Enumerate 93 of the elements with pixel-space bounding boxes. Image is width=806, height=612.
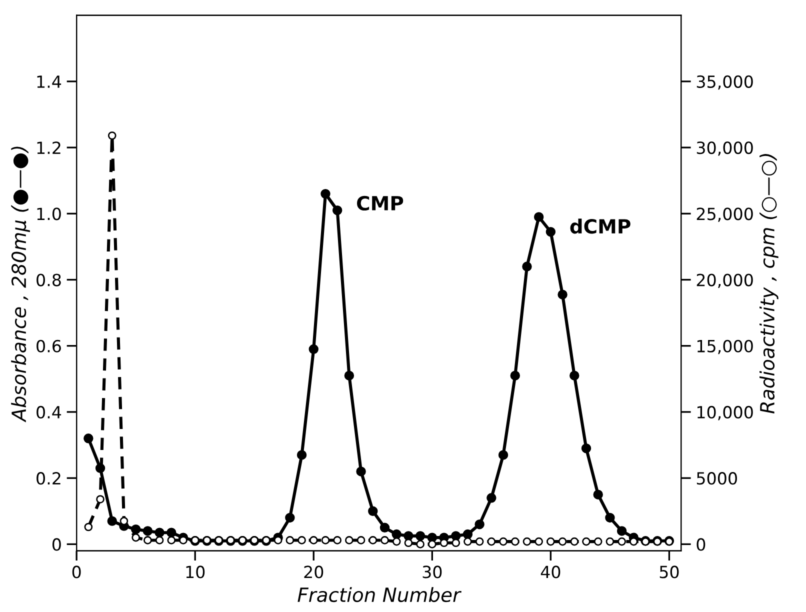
point <box>618 537 626 546</box>
y-tick-label: 0.6 <box>36 340 61 352</box>
point <box>416 540 424 548</box>
point <box>498 450 508 460</box>
y-tick-label: 0.4 <box>36 406 62 419</box>
point <box>593 490 603 500</box>
point <box>475 537 484 546</box>
point <box>558 290 568 300</box>
y-tick-label: 0 <box>52 538 61 551</box>
y2-axis-title: Radioactivity , cpm (○—○) <box>760 154 778 414</box>
y2-tick-label: 5000 <box>696 472 737 485</box>
y2-tick-label: 15,000 <box>697 340 753 354</box>
point <box>368 536 378 544</box>
point <box>345 536 354 544</box>
point <box>464 537 472 546</box>
point <box>522 537 532 546</box>
point <box>452 538 460 548</box>
point <box>499 537 508 546</box>
point <box>510 370 520 380</box>
y2-tick-label: 35,000 <box>696 75 753 90</box>
point <box>142 526 153 536</box>
point <box>474 519 484 530</box>
point <box>487 537 496 546</box>
annotation: dCMP <box>570 218 630 234</box>
annotation: CMP <box>357 196 404 211</box>
y2-tick-label: 25,000 <box>696 208 753 222</box>
point <box>166 528 176 538</box>
point <box>462 529 473 540</box>
point <box>392 529 402 540</box>
point <box>392 537 401 546</box>
y-tick-label: 1.4 <box>37 76 62 88</box>
point <box>510 537 520 546</box>
x-tick-label: 10 <box>186 566 205 578</box>
point <box>546 226 556 237</box>
y-tick-label: 1.2 <box>37 141 60 154</box>
point <box>486 493 496 503</box>
x-axis-title: Fraction Number <box>298 587 462 602</box>
point <box>132 533 140 542</box>
point <box>298 536 306 544</box>
point <box>415 531 426 541</box>
point <box>356 466 366 476</box>
point <box>581 443 592 454</box>
x-tick-label: 30 <box>422 566 442 578</box>
point <box>167 536 176 544</box>
point <box>333 536 342 544</box>
x-tick-label: 20 <box>304 566 324 578</box>
point <box>606 537 614 546</box>
point <box>332 205 342 216</box>
point <box>130 524 141 534</box>
point <box>570 370 580 380</box>
point <box>96 495 104 504</box>
point <box>344 370 354 380</box>
point <box>107 516 117 526</box>
point <box>285 512 295 523</box>
point <box>534 537 543 546</box>
y-axis-title: Absorbance , 280mμ (●—●) <box>11 146 30 422</box>
x-tick-label: 40 <box>540 566 560 578</box>
point <box>582 537 590 546</box>
y2-tick-label: 10,000 <box>697 406 753 420</box>
point <box>108 131 116 140</box>
x-tick-label: 0 <box>72 566 81 578</box>
point <box>320 188 330 199</box>
point <box>534 212 544 222</box>
point <box>558 537 567 546</box>
point <box>356 536 366 544</box>
point <box>428 540 436 548</box>
point <box>308 344 318 354</box>
point <box>546 537 555 546</box>
point <box>154 528 164 538</box>
y2-tick-label: 30,000 <box>696 141 753 156</box>
point <box>380 536 389 544</box>
y2-tick-label: 0 <box>696 538 706 551</box>
point <box>368 506 378 516</box>
point <box>594 537 602 546</box>
point <box>605 512 615 523</box>
point <box>144 536 152 544</box>
point <box>296 450 307 460</box>
point <box>84 434 94 444</box>
y-tick-label: 0.2 <box>36 472 60 485</box>
point <box>522 262 532 272</box>
point <box>155 536 164 544</box>
point <box>404 538 413 548</box>
point <box>84 522 93 532</box>
point <box>286 536 294 544</box>
point <box>570 537 579 546</box>
point <box>321 536 330 544</box>
x-tick-label: 50 <box>660 566 679 578</box>
y-tick-label: 1.0 <box>37 208 61 220</box>
y2-tick-label: 20,000 <box>696 274 753 288</box>
point <box>380 522 390 533</box>
y-tick-label: 0.8 <box>36 274 61 286</box>
point <box>616 526 627 536</box>
point <box>309 536 318 544</box>
